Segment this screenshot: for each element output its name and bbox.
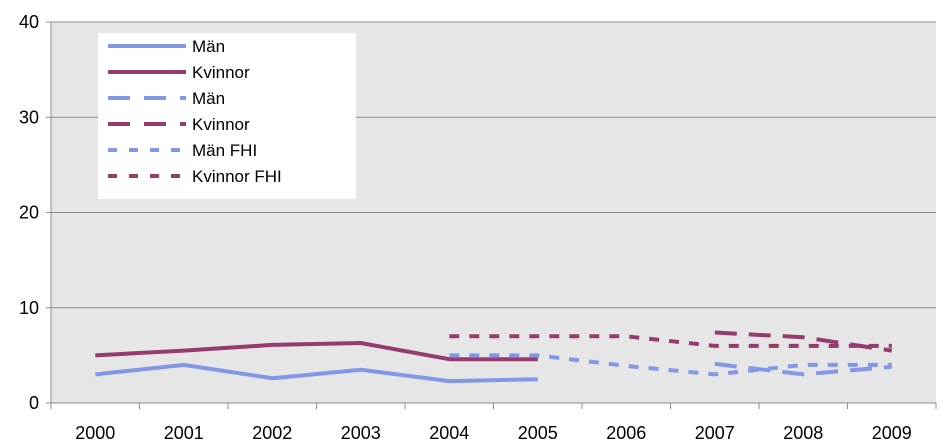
legend-label-1: Kvinnor (192, 63, 250, 82)
legend: Män Kvinnor Män Kvinnor Män FHI Kvinnor FHI (98, 33, 356, 199)
y-tick-label: 0 (29, 393, 39, 413)
series-line-5 (449, 334, 892, 348)
x-tick-label: 2004 (429, 423, 469, 443)
y-tick-label: 10 (19, 298, 39, 318)
legend-label-4: Män FHI (192, 141, 257, 160)
legend-label-0: Män (192, 37, 225, 56)
series-line-1 (95, 341, 538, 362)
series-line-3 (714, 330, 893, 353)
x-tick-label: 2007 (695, 423, 735, 443)
series-lines (95, 330, 893, 384)
x-tick-label: 2001 (164, 423, 204, 443)
legend-label-3: Kvinnor (192, 115, 250, 134)
y-tick-label: 20 (19, 203, 39, 223)
series-line-4 (449, 353, 892, 377)
x-tick-label: 2009 (872, 423, 912, 443)
x-tick-label: 2003 (341, 423, 381, 443)
x-tick-label: 2006 (606, 423, 646, 443)
x-tick-label: 2000 (75, 423, 115, 443)
y-tick-label: 30 (19, 107, 39, 127)
x-tick-label: 2002 (252, 423, 292, 443)
series-line-0 (95, 362, 538, 384)
series-line-2 (714, 361, 892, 377)
legend-box (98, 33, 356, 199)
x-tick-label: 2005 (518, 423, 558, 443)
y-tick-label: 40 (19, 12, 39, 32)
axes: 0 10 20 30 40 2000 2001 2002 2003 2004 2005 2006 200… (19, 12, 937, 443)
legend-label-2: Män (192, 89, 225, 108)
x-tick-label: 2008 (783, 423, 823, 443)
legend-label-5: Kvinnor FHI (192, 167, 282, 186)
